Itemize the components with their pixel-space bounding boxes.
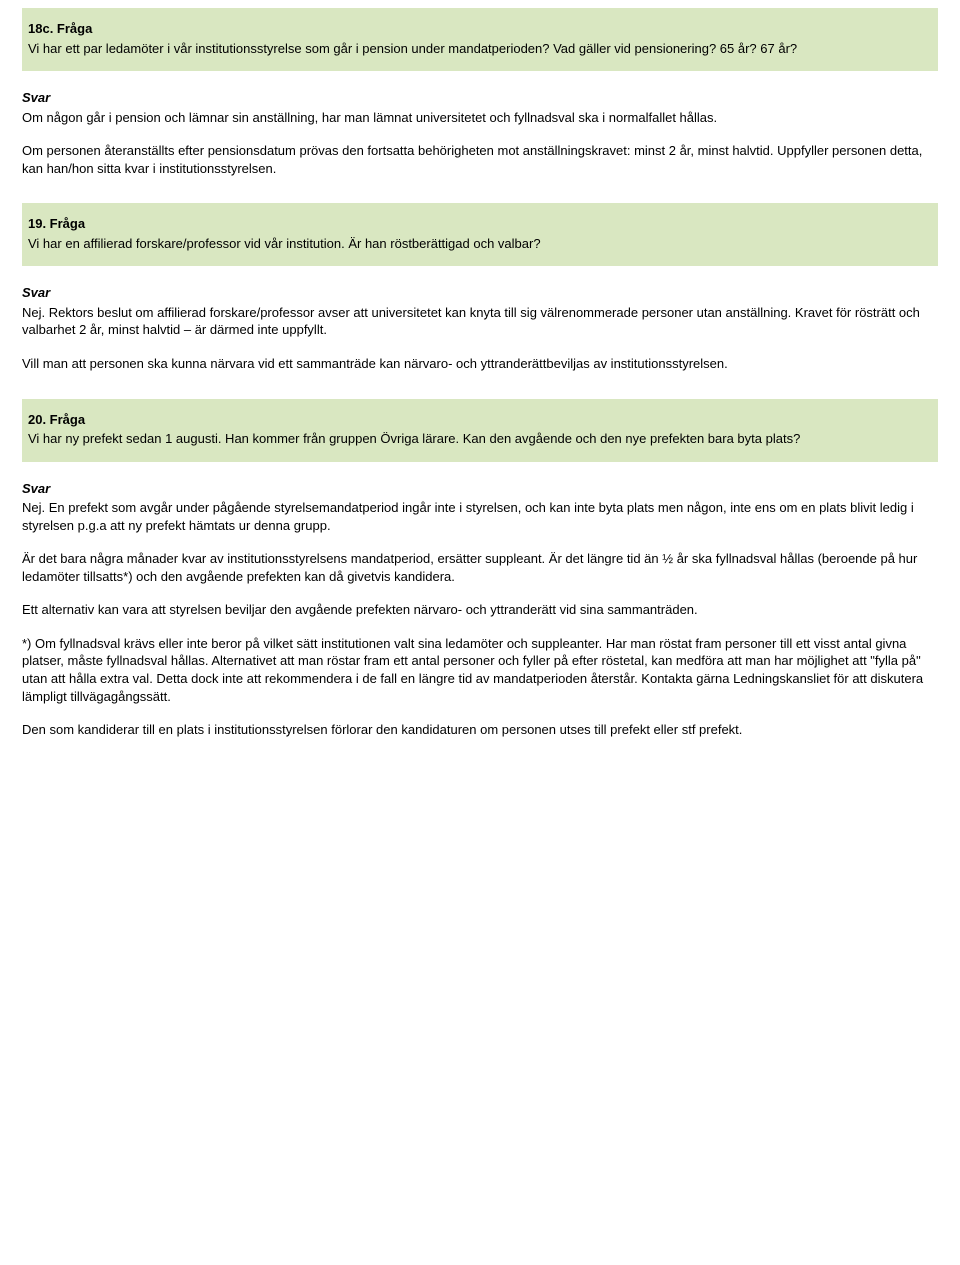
answer-paragraph: Vill man att personen ska kunna närvara …	[22, 355, 938, 373]
question-heading: 19. Fråga	[28, 215, 926, 233]
answer-paragraph: Om någon går i pension och lämnar sin an…	[22, 109, 938, 127]
answer-heading: Svar	[22, 480, 938, 498]
question-body: Vi har en affilierad forskare/professor …	[28, 235, 926, 253]
answer-paragraph: Ett alternativ kan vara att styrelsen be…	[22, 601, 938, 619]
question-body: Vi har ny prefekt sedan 1 augusti. Han k…	[28, 430, 926, 448]
answer-block: Svar Nej. Rektors beslut om affilierad f…	[22, 284, 938, 372]
question-heading: 20. Fråga	[28, 411, 926, 429]
answer-paragraph: *) Om fyllnadsval krävs eller inte beror…	[22, 635, 938, 705]
answer-heading: Svar	[22, 89, 938, 107]
answer-block: Svar Om någon går i pension och lämnar s…	[22, 89, 938, 177]
answer-paragraph: Om personen återanställts efter pensions…	[22, 142, 938, 177]
answer-block: Svar Nej. En prefekt som avgår under påg…	[22, 480, 938, 739]
answer-paragraph: Nej. Rektors beslut om affilierad forska…	[22, 304, 938, 339]
answer-paragraph: Nej. En prefekt som avgår under pågående…	[22, 499, 938, 534]
answer-heading: Svar	[22, 284, 938, 302]
question-box: 19. Fråga Vi har en affilierad forskare/…	[22, 203, 938, 266]
answer-paragraph: Den som kandiderar till en plats i insti…	[22, 721, 938, 739]
question-box: 20. Fråga Vi har ny prefekt sedan 1 augu…	[22, 399, 938, 462]
question-body: Vi har ett par ledamöter i vår instituti…	[28, 40, 926, 58]
question-box: 18c. Fråga Vi har ett par ledamöter i vå…	[22, 8, 938, 71]
answer-paragraph: Är det bara några månader kvar av instit…	[22, 550, 938, 585]
question-heading: 18c. Fråga	[28, 20, 926, 38]
